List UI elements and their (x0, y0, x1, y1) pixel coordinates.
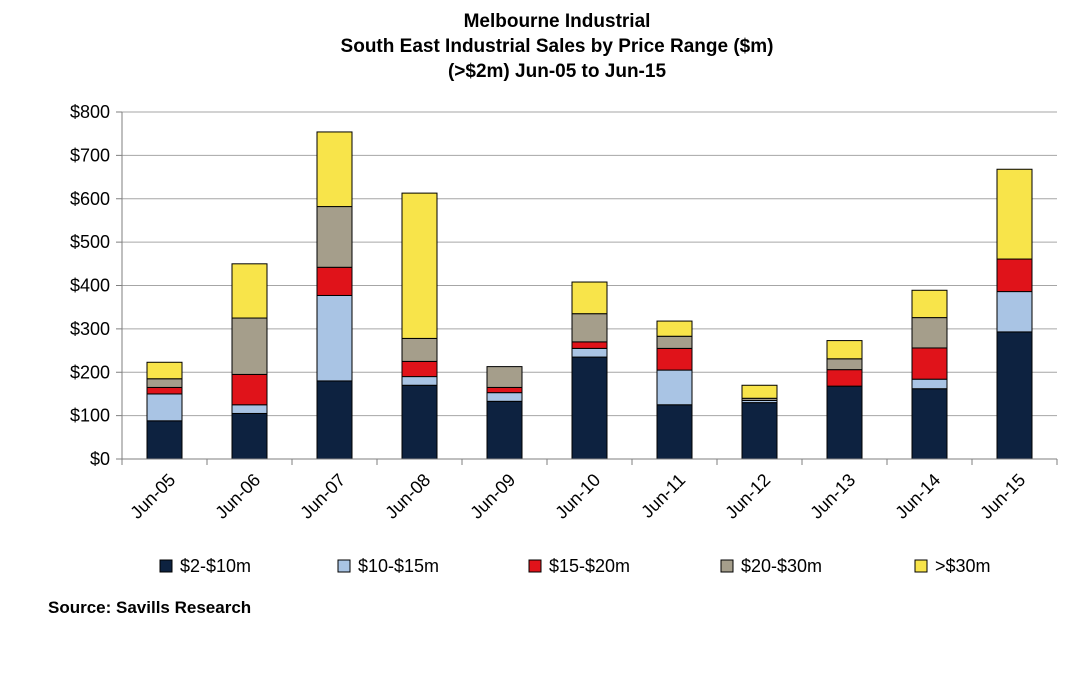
bar-segment (571, 347, 608, 358)
legend-label: $10-$15m (358, 556, 439, 576)
bar-segment (316, 131, 353, 208)
bar-segment (231, 263, 268, 319)
bar-segment (401, 376, 438, 386)
chart-title: Melbourne Industrial South East Industri… (341, 11, 774, 82)
x-tick-label: Jun-15 (976, 470, 1029, 523)
bar-segment (656, 320, 693, 337)
title-line-1: Melbourne Industrial (464, 11, 651, 32)
x-tick-label: Jun-13 (806, 470, 859, 523)
bar-segment (316, 266, 353, 296)
x-tick-label: Jun-05 (126, 470, 179, 523)
x-tick-label: Jun-10 (551, 470, 604, 523)
legend-swatch (528, 559, 542, 573)
bar-segment (401, 384, 438, 460)
x-tick-label: Jun-12 (721, 470, 774, 523)
bar-segment (401, 360, 438, 378)
bar-segment (571, 356, 608, 460)
bar-segment (146, 361, 183, 380)
bar-segment (231, 373, 268, 406)
legend-label: $20-$30m (741, 556, 822, 576)
bar-segment (486, 392, 523, 402)
bar-segment (316, 380, 353, 460)
source-note: Source: Savills Research (48, 598, 251, 617)
bar-segment (146, 378, 183, 388)
legend-swatch (337, 559, 351, 573)
x-tick-label: Jun-08 (381, 470, 434, 523)
y-tick-label: $400 (70, 276, 110, 296)
legend: $2-$10m $10-$15m $15-$20m $20-$30m >$30m (159, 556, 991, 576)
y-tick-label: $100 (70, 406, 110, 426)
bar-segment (486, 400, 523, 460)
bar-segment (571, 281, 608, 315)
y-axis-ticks: $0 $100 $200 $300 $400 $500 $600 $700 $800 (70, 102, 122, 469)
bar-segment (146, 393, 183, 422)
bar-segment (146, 420, 183, 460)
x-tick-label: Jun-06 (211, 470, 264, 523)
bar-segment (826, 340, 863, 360)
bar-segment (401, 192, 438, 339)
legend-label: $15-$20m (549, 556, 630, 576)
bar-segment (911, 378, 948, 390)
bar-segment (911, 317, 948, 349)
bar-segment (911, 388, 948, 460)
title-line-2: South East Industrial Sales by Price Ran… (341, 36, 774, 57)
bar-segment (146, 386, 183, 395)
x-axis-ticks: Jun-05 Jun-06 Jun-07 Jun-08 Jun-09 Jun-10 Jun-… (121, 459, 1058, 523)
bar-segment (996, 168, 1033, 260)
y-tick-label: $700 (70, 145, 110, 165)
y-tick-label: $800 (70, 102, 110, 122)
y-tick-label: $300 (70, 319, 110, 339)
bar-segment (571, 313, 608, 343)
bar-segment (996, 331, 1033, 460)
bar-segment (996, 291, 1033, 333)
y-tick-label: $600 (70, 189, 110, 209)
legend-swatch (159, 559, 173, 573)
x-tick-label: Jun-14 (891, 470, 944, 523)
y-tick-label: $0 (90, 449, 110, 469)
y-tick-label: $200 (70, 362, 110, 382)
bar-segment (486, 366, 523, 388)
axes (121, 112, 1057, 460)
bar-segment (401, 337, 438, 362)
bar-segment (316, 206, 353, 268)
bar-segment (231, 412, 268, 460)
bar-segment (656, 347, 693, 371)
bar-segment (826, 385, 863, 460)
legend-label: $2-$10m (180, 556, 251, 576)
y-tick-label: $500 (70, 232, 110, 252)
bar-segment (826, 369, 863, 387)
bar-segment (741, 384, 778, 399)
legend-label: >$30m (935, 556, 991, 576)
x-tick-label: Jun-11 (637, 470, 689, 522)
title-line-3: (>$2m) Jun-05 to Jun-15 (448, 61, 666, 82)
legend-swatch (914, 559, 928, 573)
bar-segment (656, 369, 693, 406)
bar-segment (231, 404, 268, 414)
bar-segment (996, 258, 1033, 293)
bar-segment (911, 289, 948, 319)
x-tick-label: Jun-07 (296, 470, 349, 523)
x-tick-label: Jun-09 (466, 470, 519, 523)
bar-segment (656, 404, 693, 460)
bar-segment (741, 402, 778, 460)
bar-segment (231, 317, 268, 375)
bar-segment (826, 358, 863, 371)
bars (146, 131, 1033, 460)
bar-segment (656, 335, 693, 349)
bar-segment (571, 341, 608, 349)
bar-segment (316, 294, 353, 382)
bar-segment (911, 347, 948, 380)
legend-swatch (720, 559, 734, 573)
bar-segment (486, 386, 523, 394)
